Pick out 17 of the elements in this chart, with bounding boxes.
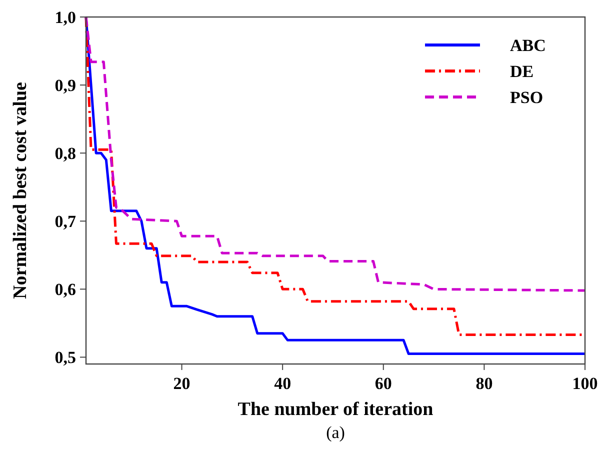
x-axis-title: The number of iteration — [238, 399, 434, 420]
x-tick-label: 40 — [274, 374, 292, 393]
y-tick-label: 0,5 — [54, 348, 76, 368]
x-tick-label: 60 — [374, 374, 392, 393]
y-tick-label: 0,9 — [54, 76, 76, 95]
x-tick-label: 80 — [476, 374, 493, 393]
y-tick-label: 0,8 — [54, 144, 76, 164]
legend-label: PSO — [510, 88, 544, 107]
y-axis-title: Normalized best cost value — [10, 82, 31, 299]
y-tick-label: 0,7 — [54, 212, 76, 232]
x-tick-label: 100 — [572, 374, 598, 393]
y-tick-label: 0,6 — [54, 280, 76, 300]
y-tick-label: 1,0 — [54, 8, 76, 27]
x-tick-label: 20 — [173, 374, 190, 393]
text: (a) — [326, 423, 345, 442]
legend-label: DE — [510, 62, 534, 81]
legend-label: ABC — [510, 36, 546, 55]
